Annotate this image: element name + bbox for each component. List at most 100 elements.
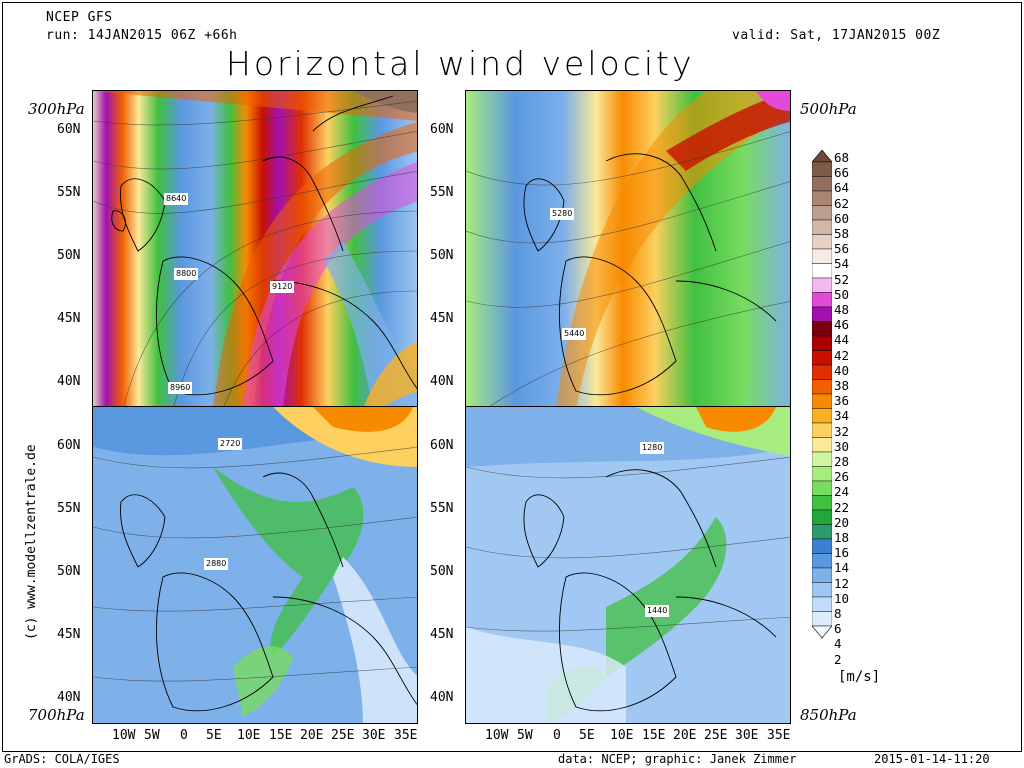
colorbar-swatch bbox=[811, 219, 833, 235]
colorbar-swatch bbox=[811, 437, 833, 453]
colorbar-tick-label: 50 bbox=[834, 286, 850, 302]
level-label-300: 300hPa bbox=[28, 100, 85, 118]
colorbar-tick-label: 34 bbox=[834, 408, 850, 424]
colorbar-swatch bbox=[811, 292, 833, 308]
colorbar-tick-label: 46 bbox=[834, 317, 850, 333]
colorbar-swatch bbox=[811, 408, 833, 424]
contour-label: 8640 bbox=[164, 193, 189, 205]
wind-field-700 bbox=[93, 407, 417, 723]
lon-tick-label: 5E bbox=[206, 728, 222, 743]
lat-tick-label: 40N bbox=[57, 374, 81, 389]
chart-title: Horizontal wind velocity bbox=[226, 44, 695, 83]
colorbar-swatch bbox=[811, 495, 833, 511]
colorbar-swatch bbox=[811, 524, 833, 540]
colorbar-swatch bbox=[811, 538, 833, 554]
lat-tick-label: 45N bbox=[57, 311, 81, 326]
wind-field-850 bbox=[466, 407, 790, 723]
colorbar-tick-label: 2 bbox=[834, 651, 842, 667]
colorbar-swatch bbox=[811, 567, 833, 583]
colorbar-tick-label: 60 bbox=[834, 210, 850, 226]
lon-tick-label: 20E bbox=[300, 728, 324, 743]
lon-tick-label: 5W bbox=[144, 728, 160, 743]
lon-tick-label: 35E bbox=[394, 728, 418, 743]
footer-software: GrADS: COLA/IGES bbox=[4, 752, 120, 766]
colorbar-tick-label: 16 bbox=[834, 545, 850, 561]
lon-tick-label: 20E bbox=[673, 728, 697, 743]
colorbar-tick-label: 58 bbox=[834, 226, 850, 241]
lat-tick-label: 55N bbox=[57, 185, 81, 200]
lat-tick-label: 60N bbox=[430, 438, 454, 453]
colorbar-tick-label: 22 bbox=[834, 499, 850, 515]
colorbar-swatch bbox=[811, 480, 833, 496]
colorbar-tick-label: 66 bbox=[834, 165, 850, 181]
lat-tick-label: 50N bbox=[430, 564, 454, 579]
contour-label: 8960 bbox=[168, 382, 193, 394]
run-time: run: 14JAN2015 06Z +66h bbox=[46, 28, 238, 43]
colorbar-tick-label: 64 bbox=[834, 180, 850, 196]
lon-tick-label: 25E bbox=[704, 728, 728, 743]
lat-tick-label: 40N bbox=[430, 374, 454, 389]
contour-label: 8800 bbox=[174, 268, 199, 280]
lon-tick-label: 5E bbox=[579, 728, 595, 743]
colorbar-swatch bbox=[811, 364, 833, 380]
level-label-850: 850hPa bbox=[800, 706, 857, 724]
colorbar-tick-label: 20 bbox=[834, 514, 850, 530]
wind-field-300 bbox=[93, 91, 417, 407]
lat-tick-label: 55N bbox=[430, 501, 454, 516]
units-label: [m/s] bbox=[838, 669, 881, 685]
colorbar-swatch bbox=[811, 625, 833, 639]
colorbar-tick-label: 28 bbox=[834, 454, 850, 469]
colorbar-tick-label: 52 bbox=[834, 271, 850, 287]
lon-tick-label: 15E bbox=[642, 728, 666, 743]
valid-time: valid: Sat, 17JAN2015 00Z bbox=[732, 28, 941, 43]
colorbar-swatches bbox=[811, 149, 833, 639]
colorbar-swatch bbox=[811, 379, 833, 395]
lon-tick-label: 0 bbox=[553, 728, 561, 743]
map-panel-500hpa bbox=[465, 90, 791, 408]
colorbar-tick-label: 12 bbox=[834, 575, 850, 591]
level-label-700: 700hPa bbox=[28, 706, 85, 724]
lat-tick-label: 60N bbox=[57, 122, 81, 137]
colorbar-swatch bbox=[811, 176, 833, 192]
lon-tick-label: 10W bbox=[112, 728, 136, 743]
colorbar-swatch bbox=[811, 306, 833, 322]
colorbar-tick-label: 30 bbox=[834, 438, 850, 454]
lat-tick-label: 55N bbox=[57, 501, 81, 516]
contour-label: 1440 bbox=[645, 605, 670, 617]
contour-label: 2880 bbox=[204, 558, 229, 570]
lon-tick-label: 10E bbox=[237, 728, 261, 743]
lat-tick-label: 60N bbox=[430, 122, 454, 137]
colorbar-swatch bbox=[811, 161, 833, 177]
colorbar-tick-label: 42 bbox=[834, 347, 850, 363]
colorbar-tick-label: 24 bbox=[834, 484, 850, 500]
colorbar-swatch bbox=[811, 509, 833, 525]
lon-tick-label: 25E bbox=[331, 728, 355, 743]
lat-tick-label: 40N bbox=[430, 690, 454, 705]
colorbar-tick-label: 8 bbox=[834, 606, 842, 621]
colorbar-swatch bbox=[811, 553, 833, 569]
colorbar-swatch bbox=[811, 321, 833, 337]
model-name: NCEP GFS bbox=[46, 10, 113, 25]
colorbar-swatch bbox=[811, 422, 833, 438]
lon-tick-label: 30E bbox=[362, 728, 386, 743]
contour-label: 2720 bbox=[218, 438, 243, 450]
colorbar-swatch bbox=[811, 205, 833, 221]
wind-field-500 bbox=[466, 91, 790, 407]
colorbar-tick-label: 10 bbox=[834, 590, 850, 606]
colorbar-tick-label: 44 bbox=[834, 332, 850, 348]
lat-tick-label: 50N bbox=[57, 564, 81, 579]
lon-tick-label: 15E bbox=[269, 728, 293, 743]
lat-tick-label: 60N bbox=[57, 438, 81, 453]
footer-timestamp: 2015-01-14-11:20 bbox=[874, 752, 990, 766]
footer-credits: data: NCEP; graphic: Janek Zimmer bbox=[558, 752, 797, 766]
lat-tick-label: 50N bbox=[57, 248, 81, 263]
colorbar-tick-label: 56 bbox=[834, 241, 850, 257]
colorbar-tick-label: 4 bbox=[834, 636, 842, 652]
colorbar-tick-label: 36 bbox=[834, 393, 850, 409]
lat-tick-label: 45N bbox=[430, 627, 454, 642]
lon-tick-label: 35E bbox=[767, 728, 791, 743]
map-panel-700hpa bbox=[92, 406, 418, 724]
colorbar-swatch bbox=[811, 350, 833, 366]
colorbar-swatch bbox=[811, 190, 833, 206]
colorbar-tick-label: 38 bbox=[834, 378, 850, 393]
